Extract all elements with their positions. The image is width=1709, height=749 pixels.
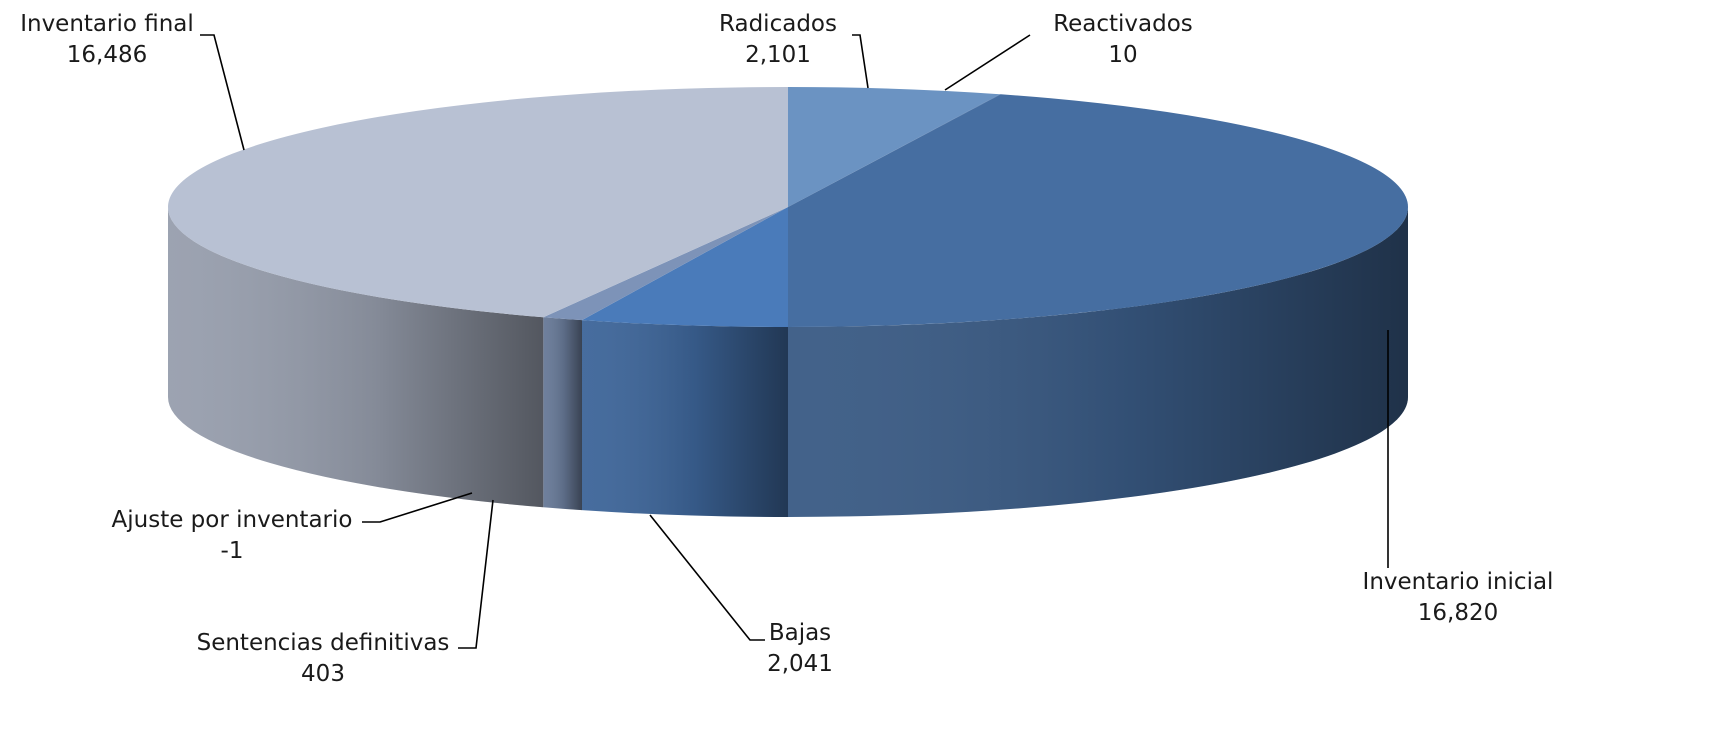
slice-label-sentencias-definitivas: Sentencias definitivas 403 [197, 630, 450, 687]
leader-radicados [852, 34, 869, 89]
side-shade-inventario-final [168, 207, 544, 508]
side-shade-sentencias-definitivas [543, 317, 582, 511]
leader-reactivados [944, 34, 1031, 91]
slice-reactivados [788, 94, 1001, 207]
slice-inventario-final [167, 87, 789, 318]
slice-ajuste-por-inventario [543, 207, 788, 318]
slice-label-inventario-final: Inventario final 16,486 [20, 11, 194, 68]
slice-inventario-inicial [788, 94, 1409, 327]
label-ajuste-name: Ajuste por inventario [112, 507, 353, 533]
label-bajas-value: 2,041 [767, 651, 833, 677]
label-sentencias-name: Sentencias definitivas [197, 630, 450, 656]
label-radicados-value: 2,101 [745, 42, 811, 68]
slice-label-inventario-inicial: Inventario inicial 16,820 [1363, 569, 1554, 626]
pie-side-walls [168, 207, 1408, 517]
label-inventario-final-value: 16,486 [67, 42, 147, 68]
slice-label-radicados: Radicados 2,101 [719, 11, 837, 68]
slice-label-reactivados: Reactivados 10 [1053, 11, 1193, 68]
side-shade-bajas [581, 320, 788, 517]
leader-bajas [649, 514, 765, 641]
label-reactivados-value: 10 [1108, 42, 1137, 68]
label-radicados-name: Radicados [719, 11, 837, 37]
label-reactivados-name: Reactivados [1053, 11, 1193, 37]
slice-label-ajuste-por-inventario: Ajuste por inventario -1 [112, 507, 353, 564]
side-shade-inventario-inicial [788, 207, 1408, 517]
label-inventario-inicial-value: 16,820 [1418, 600, 1498, 626]
label-inventario-inicial-name: Inventario inicial [1363, 569, 1554, 595]
label-bajas-name: Bajas [769, 620, 831, 646]
label-inventario-final-name: Inventario final [20, 11, 194, 37]
label-sentencias-value: 403 [301, 661, 345, 687]
slice-sentencias-definitivas [543, 207, 788, 321]
leader-sentencias-definitivas [458, 499, 494, 649]
leader-inventario-final [200, 34, 245, 151]
leader-ajuste-por-inventario [362, 492, 473, 523]
slice-radicados [788, 87, 1000, 207]
leader-lines [200, 34, 1389, 649]
slice-bajas [581, 207, 788, 327]
pie-top-faces [167, 87, 1409, 327]
label-ajuste-value: -1 [221, 538, 244, 564]
slice-label-bajas: Bajas 2,041 [767, 620, 833, 677]
